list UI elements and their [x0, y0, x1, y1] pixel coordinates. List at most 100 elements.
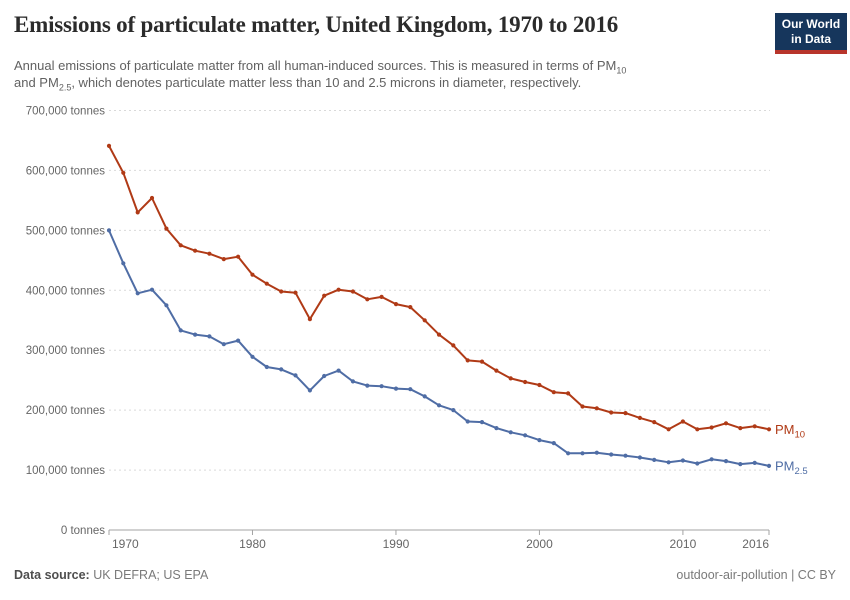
- pm25-point: [193, 332, 198, 337]
- subtitle-line: Annual emissions of particulate matter f…: [14, 58, 627, 76]
- pm25-point: [695, 461, 700, 466]
- pm10-point: [752, 424, 757, 429]
- pm10-point: [652, 420, 657, 425]
- pm10-point: [551, 390, 556, 395]
- pm25-point: [121, 261, 126, 266]
- pm25-point: [250, 354, 255, 359]
- data-source: Data source: UK DEFRA; US EPA: [14, 568, 208, 582]
- pm10-point: [236, 254, 241, 259]
- pm25-point: [178, 328, 183, 333]
- pm25-point: [566, 451, 571, 456]
- pm10-point: [336, 287, 341, 292]
- pm25-point: [709, 457, 714, 462]
- chart-subtitle: Annual emissions of particulate matter f…: [14, 57, 794, 92]
- pm25-point: [436, 403, 442, 408]
- pm10-point: [279, 289, 284, 294]
- pm10-point: [149, 195, 155, 201]
- pm25-point: [508, 430, 513, 435]
- pm10-point: [350, 289, 355, 294]
- x-axis-tick-label: 1970: [112, 537, 139, 551]
- data-source-value: UK DEFRA; US EPA: [93, 568, 209, 582]
- pm10-point: [221, 257, 226, 262]
- pm10-point: [322, 293, 327, 298]
- pm25-point: [350, 379, 355, 384]
- owid-logo[interactable]: Our World in Data: [775, 13, 847, 54]
- pm10-point: [666, 427, 671, 432]
- chart-footer: Data source: UK DEFRA; US EPA outdoor-ai…: [14, 568, 836, 582]
- pm10-point: [365, 297, 370, 302]
- pm10-point: [580, 404, 585, 409]
- pm25-point: [279, 367, 284, 372]
- x-axis-tick-label: 1990: [383, 537, 410, 551]
- pm10-point: [393, 302, 399, 307]
- pm10-point: [106, 143, 112, 148]
- y-axis-tick-label: 700,000 tonnes: [26, 106, 106, 118]
- pm10-point: [566, 391, 571, 396]
- pm25-point: [580, 451, 585, 456]
- pm25-point: [451, 408, 456, 413]
- pm10-point: [193, 248, 198, 253]
- pm25-point: [106, 228, 112, 233]
- pm10-point: [680, 419, 686, 424]
- pm25-point: [408, 387, 413, 392]
- footer-link[interactable]: outdoor-air-pollution | CC BY: [676, 568, 836, 582]
- owid-logo-line1: Our World: [781, 17, 841, 31]
- pm25-point: [752, 460, 757, 465]
- pm10-point: [695, 427, 700, 432]
- pm25-point: [723, 459, 729, 464]
- pm10-point: [164, 226, 169, 231]
- pm25-point: [365, 383, 370, 388]
- pm25-point: [379, 384, 384, 389]
- pm25-point: [494, 426, 499, 431]
- pm10-point: [408, 305, 413, 310]
- pm25-point: [609, 452, 614, 457]
- y-axis-tick-label: 200,000 tonnes: [26, 405, 106, 417]
- pm25-point: [293, 373, 298, 378]
- pm10-point: [135, 210, 140, 215]
- y-axis-tick-label: 100,000 tonnes: [26, 465, 106, 477]
- pm10-point: [738, 426, 743, 431]
- pm10-line[interactable]: [108, 144, 770, 431]
- x-axis-tick-label: 2016: [742, 537, 769, 551]
- x-axis-tick-label: 2010: [670, 537, 697, 551]
- pm25-series-label[interactable]: PM2.5: [775, 458, 808, 477]
- pm10-point: [594, 406, 599, 411]
- x-axis-tick-label: 2000: [526, 537, 553, 551]
- pm10-point: [623, 411, 628, 416]
- pm25-point: [336, 368, 341, 373]
- pm25-point: [594, 450, 599, 455]
- pm10-point: [207, 251, 212, 256]
- pm25-point: [637, 455, 643, 460]
- pm10-point: [723, 421, 729, 426]
- pm10-point: [293, 290, 298, 295]
- pm25-point: [236, 338, 241, 343]
- pm10-point: [609, 410, 614, 415]
- y-axis-tick-label: 0 tonnes: [61, 525, 105, 537]
- pm25-point: [537, 438, 542, 443]
- y-axis-tick-label: 500,000 tonnes: [26, 225, 106, 237]
- pm10-point: [709, 425, 714, 430]
- y-axis-tick-label: 600,000 tonnes: [26, 165, 106, 177]
- pm25-point: [666, 460, 671, 465]
- pm10-point: [537, 382, 542, 388]
- pm10-point: [637, 415, 643, 420]
- pm25-point: [465, 419, 470, 424]
- pm25-point: [623, 453, 628, 458]
- pm10-point: [508, 376, 513, 381]
- pm25-point: [164, 303, 169, 308]
- pm25-point: [523, 433, 528, 438]
- pm10-point: [250, 272, 255, 277]
- pm10-point: [766, 427, 772, 432]
- pm25-point: [680, 458, 686, 463]
- pm10-point: [121, 170, 126, 175]
- data-source-label: Data source:: [14, 568, 90, 582]
- pm10-point: [264, 281, 269, 286]
- pm25-point: [264, 364, 269, 370]
- pm25-point: [738, 462, 743, 467]
- pm10-series-label[interactable]: PM10: [775, 422, 805, 441]
- pm10-point: [379, 294, 384, 299]
- pm25-point: [307, 388, 312, 393]
- y-axis-tick-label: 400,000 tonnes: [26, 285, 106, 297]
